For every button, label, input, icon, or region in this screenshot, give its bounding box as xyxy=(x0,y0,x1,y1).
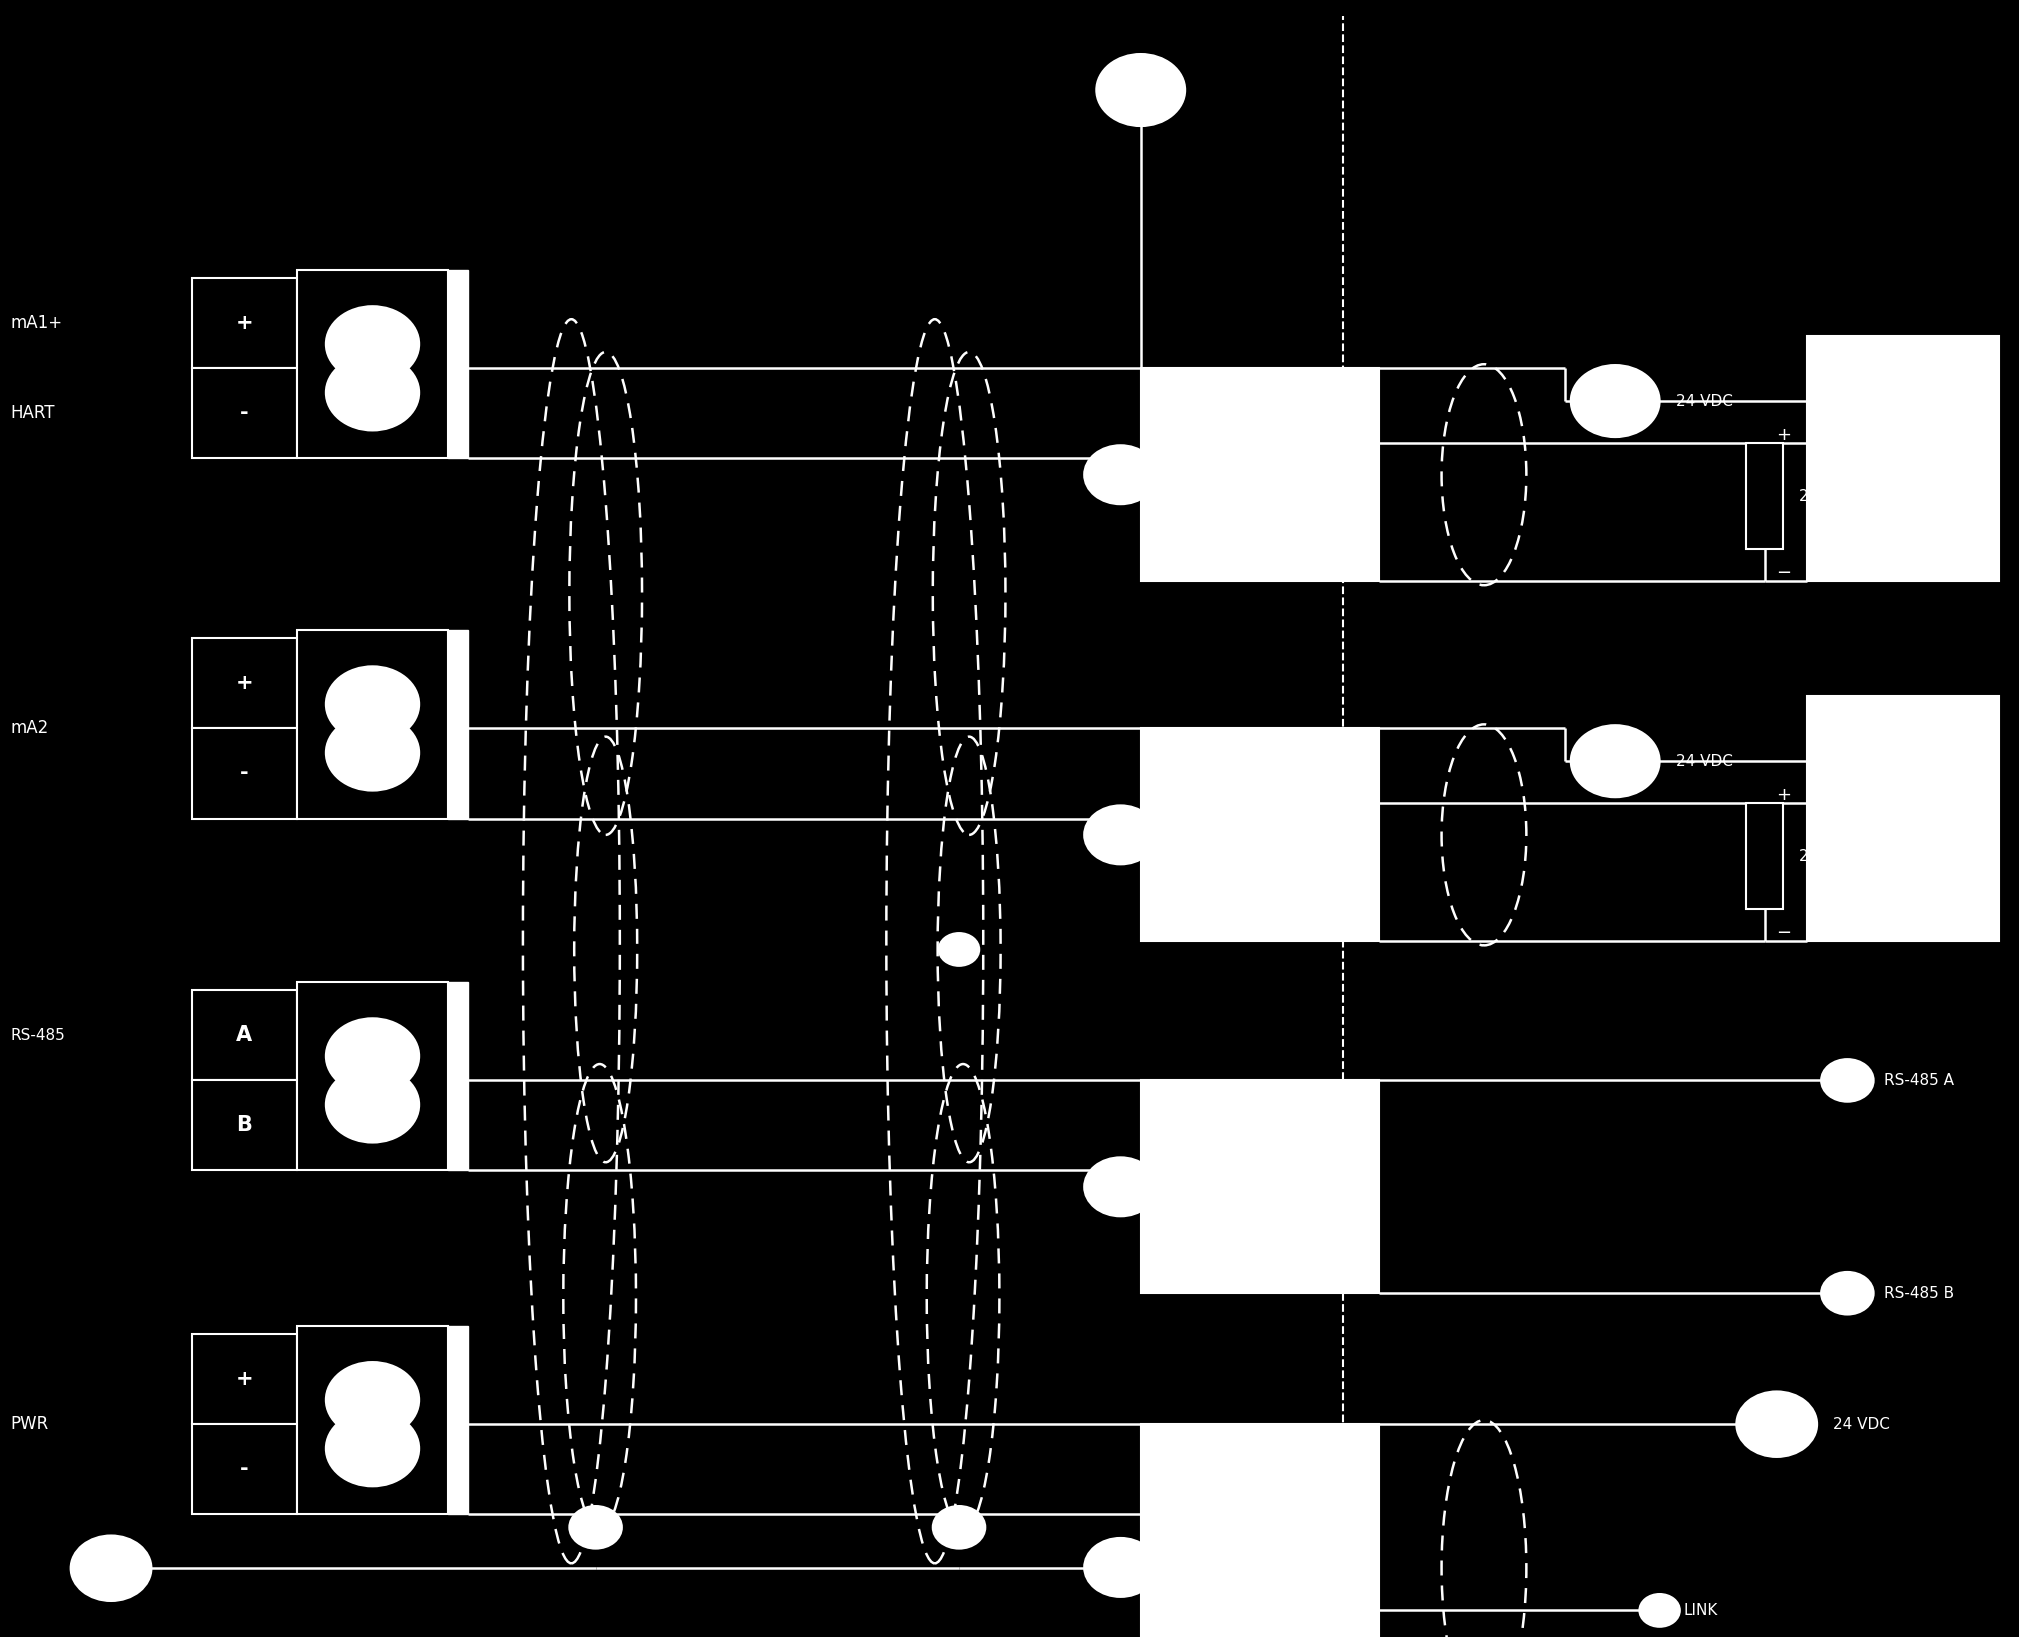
Bar xyxy=(192,278,297,368)
Circle shape xyxy=(325,1411,420,1486)
Circle shape xyxy=(933,1506,985,1549)
Bar xyxy=(1141,728,1379,941)
Circle shape xyxy=(1571,725,1660,797)
Circle shape xyxy=(1639,1594,1680,1627)
Text: 250 Ω: 250 Ω xyxy=(1799,488,1845,504)
Bar xyxy=(1807,696,1999,941)
Text: RS-485 B: RS-485 B xyxy=(1884,1285,1954,1301)
Circle shape xyxy=(1821,1272,1874,1315)
Circle shape xyxy=(1084,1539,1157,1598)
Text: -: - xyxy=(240,763,248,784)
Circle shape xyxy=(1821,1059,1874,1102)
Circle shape xyxy=(325,1362,420,1437)
Bar xyxy=(1141,368,1379,581)
Bar xyxy=(1807,336,1999,581)
Circle shape xyxy=(1736,1391,1817,1457)
Bar xyxy=(448,630,468,818)
Text: RS-485 A: RS-485 A xyxy=(1884,1072,1954,1089)
Circle shape xyxy=(325,355,420,431)
Bar xyxy=(448,1326,468,1514)
Text: 24 VDC: 24 VDC xyxy=(1676,753,1732,769)
Bar xyxy=(192,1424,297,1514)
Circle shape xyxy=(71,1536,151,1601)
Text: A: A xyxy=(236,1025,252,1046)
Circle shape xyxy=(1151,1536,1232,1601)
Circle shape xyxy=(569,1506,622,1549)
Text: −: − xyxy=(1777,925,1791,941)
Bar xyxy=(448,270,468,458)
Bar xyxy=(448,982,468,1170)
Bar xyxy=(192,1334,297,1424)
Text: -: - xyxy=(240,1459,248,1480)
Bar xyxy=(297,270,448,458)
Text: RS-485: RS-485 xyxy=(10,1028,65,1043)
Bar xyxy=(192,990,297,1080)
Bar xyxy=(297,982,448,1170)
Text: 24 VDC: 24 VDC xyxy=(1676,393,1732,409)
Circle shape xyxy=(1084,805,1157,864)
Text: −: − xyxy=(1777,565,1791,581)
Text: HART: HART xyxy=(10,404,55,422)
Circle shape xyxy=(325,1018,420,1094)
Circle shape xyxy=(325,1067,420,1143)
Text: 250 Ω: 250 Ω xyxy=(1799,848,1845,864)
Bar xyxy=(192,368,297,458)
Bar xyxy=(297,1326,448,1514)
Text: mA1+: mA1+ xyxy=(10,314,63,332)
Circle shape xyxy=(1084,445,1157,504)
Bar xyxy=(297,630,448,818)
Text: +: + xyxy=(236,673,252,694)
Bar xyxy=(1141,1080,1379,1293)
Text: +: + xyxy=(236,313,252,334)
Circle shape xyxy=(1084,1157,1157,1216)
Bar xyxy=(192,728,297,818)
Circle shape xyxy=(939,933,979,966)
Text: LINK: LINK xyxy=(1684,1603,1718,1617)
Text: PWR: PWR xyxy=(10,1416,48,1432)
Bar xyxy=(1141,1424,1379,1637)
Circle shape xyxy=(325,306,420,381)
Circle shape xyxy=(325,715,420,791)
Text: +: + xyxy=(236,1369,252,1390)
Bar xyxy=(1746,442,1783,548)
Text: +: + xyxy=(1777,786,1791,804)
Circle shape xyxy=(325,666,420,742)
Circle shape xyxy=(1571,365,1660,437)
Text: B: B xyxy=(236,1115,252,1136)
Circle shape xyxy=(1096,54,1185,126)
Text: +: + xyxy=(1777,426,1791,444)
Bar xyxy=(1746,802,1783,909)
Text: -: - xyxy=(240,403,248,424)
Bar xyxy=(192,1080,297,1170)
Text: 24 VDC: 24 VDC xyxy=(1833,1416,1890,1432)
Bar xyxy=(192,638,297,728)
Text: mA2: mA2 xyxy=(10,720,48,737)
